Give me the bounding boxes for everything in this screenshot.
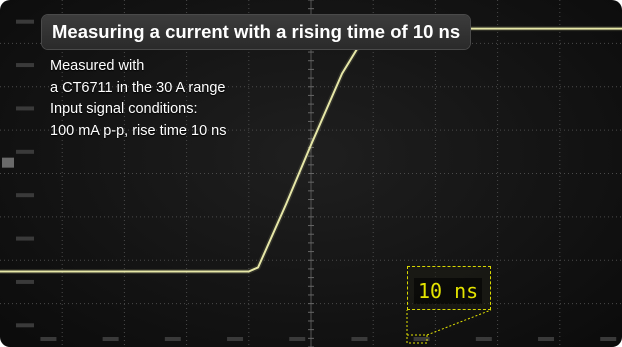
tick-mark-left [16,63,34,68]
tick-mark-left [16,193,34,198]
tick-mark-bottom [351,337,368,341]
zoom-connector-right [426,309,492,336]
tick-mark-bottom [289,337,306,341]
info-line-2: a CT6711 in the 30 A range [50,79,226,96]
tick-mark-bottom [40,337,57,341]
tick-mark-left [16,279,34,284]
tick-mark-bottom [413,337,430,341]
measurement-info: Measured with a CT6711 in the 30 A range… [50,56,227,142]
zoom-indicator [406,309,492,344]
trigger-level-marker [2,157,14,168]
tick-mark-bottom [227,337,244,341]
info-line-1: Measured with [50,58,145,74]
tick-mark-bottom [102,337,119,341]
tick-mark-bottom [538,337,555,341]
rise-time-annotation: 10 ns [414,278,483,304]
tick-mark-left [16,236,34,241]
tick-mark-bottom [164,337,181,341]
tick-mark-bottom [475,337,492,341]
info-line-4: 100 mA p-p, rise time 10 ns [50,122,227,139]
chart-title: Measuring a current with a rising time o… [42,15,471,49]
tick-mark-left [16,106,34,111]
tick-mark-left [16,149,34,154]
tick-mark-left [16,19,34,24]
info-line-3: Input signal conditions: [50,101,198,117]
tick-mark-left [16,323,34,328]
zoom-source-box [406,334,428,344]
tick-mark-bottom [600,337,617,341]
